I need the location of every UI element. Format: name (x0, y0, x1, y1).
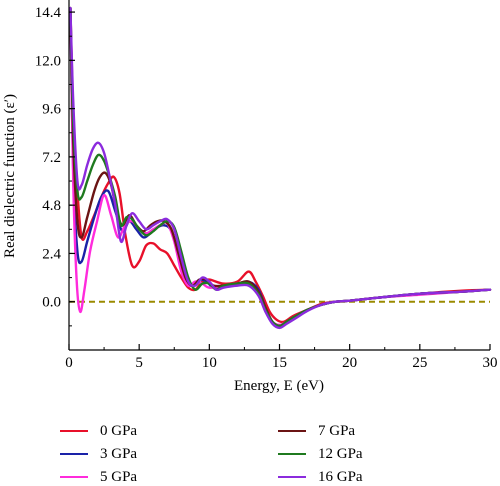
y-tick-label: 4.8 (42, 198, 61, 214)
series-line-0-gpa (69, 6, 492, 324)
y-tick-label: 2.4 (42, 246, 61, 262)
legend-item: 5 GPa (60, 468, 137, 486)
x-tick-label: 15 (272, 355, 287, 371)
legend-label: 12 GPa (318, 445, 363, 462)
legend-label: 0 GPa (100, 422, 138, 439)
x-tick-label: 20 (342, 355, 357, 371)
x-tick-label: 5 (135, 355, 143, 371)
y-tick-label: 9.6 (42, 102, 61, 118)
series-line-16-gpa (69, 6, 492, 330)
legend-swatch (60, 430, 88, 432)
legend-swatch (278, 430, 306, 432)
legend-item: 12 GPa (278, 445, 363, 463)
legend-swatch (278, 453, 306, 455)
x-tick-label: 0 (65, 355, 73, 371)
legend-item: 7 GPa (278, 422, 355, 440)
chart-legend: 0 GPa 3 GPa 5 GPa 7 GPa 12 GPa 16 GPa (60, 422, 480, 485)
dielectric-chart: 0 5 10 15 20 25 30 0.0 2.4 4.8 7.2 9.6 12.0 14.4 Ener… (2, 0, 498, 394)
legend-swatch (60, 453, 88, 455)
x-axis-label: Energy, E (eV) (234, 378, 324, 394)
y-axis-label: Real dielectric function (ε′) (2, 94, 18, 258)
legend-swatch (278, 476, 306, 478)
legend-item: 0 GPa (60, 422, 137, 440)
legend-label: 3 GPa (100, 445, 138, 462)
y-tick-label: 7.2 (42, 150, 61, 166)
legend-label: 16 GPa (318, 468, 363, 485)
x-tick-label: 10 (202, 355, 217, 371)
legend-label: 5 GPa (100, 468, 138, 485)
series-line-7-gpa (69, 6, 492, 328)
legend-item: 16 GPa (278, 468, 363, 486)
series-line-5-gpa (69, 6, 492, 327)
legend-label: 7 GPa (318, 422, 356, 439)
x-tick-label: 25 (412, 355, 427, 371)
series-line-12-gpa (69, 6, 492, 328)
legend-item: 3 GPa (60, 445, 137, 463)
y-tick-label: 14.4 (35, 5, 62, 21)
x-tick-label: 30 (483, 355, 498, 371)
y-tick-label: 0.0 (42, 295, 61, 311)
legend-swatch (60, 476, 88, 478)
series-line-3-gpa (69, 6, 492, 328)
y-tick-label: 12.0 (35, 53, 61, 69)
